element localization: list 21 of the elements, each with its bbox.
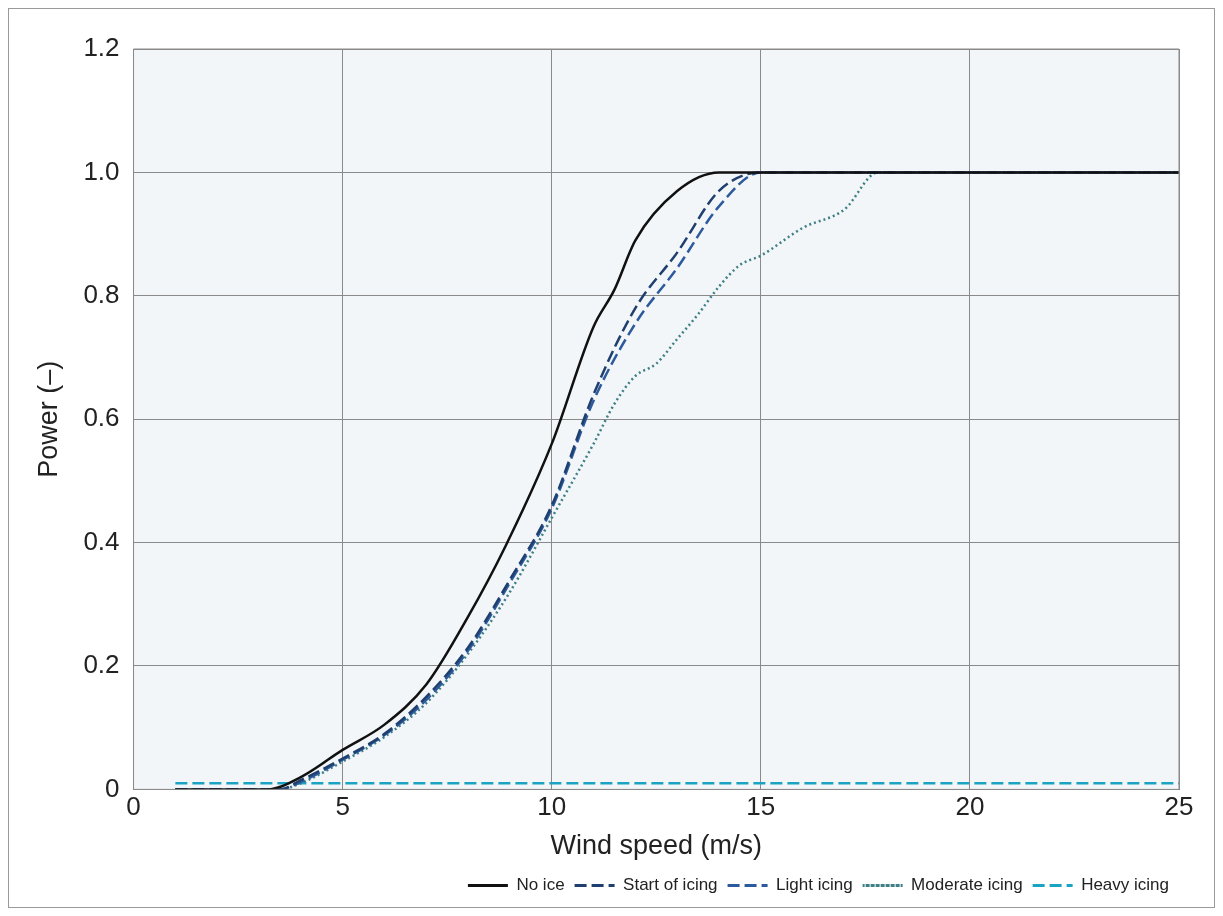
x-tick-label: 10 — [537, 791, 567, 822]
legend-label: Heavy icing — [1081, 875, 1169, 895]
x-axis-title: Wind speed (m/s) — [550, 830, 763, 861]
x-tick-label: 20 — [955, 791, 985, 822]
y-tick-label: 0 — [105, 772, 120, 803]
legend-label: Light icing — [776, 875, 853, 895]
legend-label: Start of icing — [623, 875, 718, 895]
legend-label: Moderate icing — [911, 875, 1023, 895]
y-axis-title: Power (–) — [32, 360, 63, 478]
y-tick-label: 0.2 — [83, 649, 120, 680]
y-tick-label: 1.2 — [83, 32, 120, 63]
x-tick-label: 5 — [335, 791, 350, 822]
line-series — [174, 171, 1179, 790]
y-tick-label: 0.6 — [83, 402, 120, 433]
y-tick-label: 1.0 — [83, 155, 120, 186]
x-tick-label: 25 — [1164, 791, 1194, 822]
x-tick-label: 15 — [746, 791, 776, 822]
x-tick-label: 0 — [126, 791, 141, 822]
y-tick-label: 0.4 — [83, 525, 120, 556]
legend-label: No ice — [516, 875, 565, 895]
y-tick-label: 0.8 — [83, 278, 120, 309]
